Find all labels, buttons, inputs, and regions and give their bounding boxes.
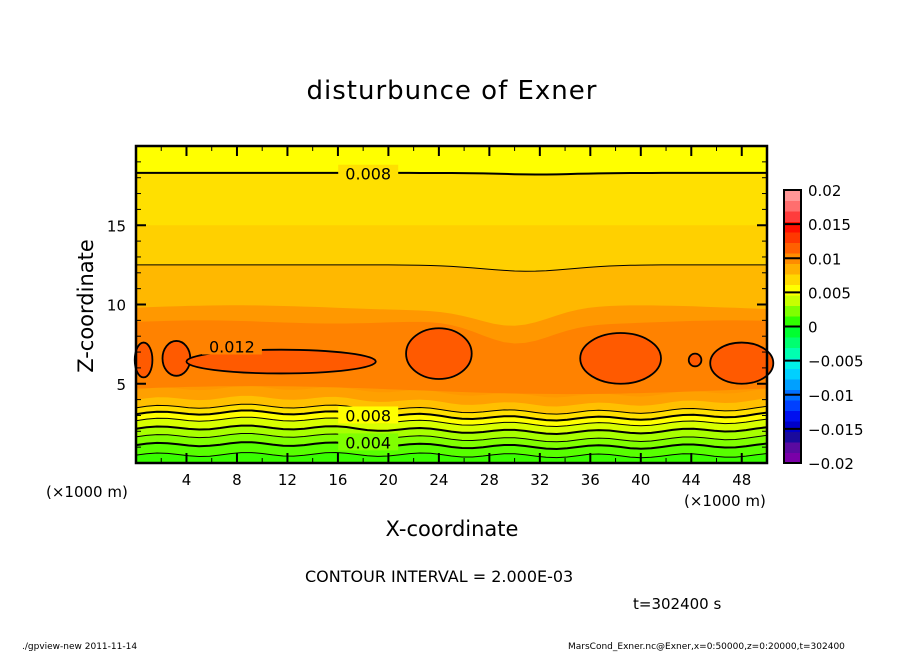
colorbar-swatch: [784, 242, 801, 254]
contour-line: [135, 451, 768, 459]
x-tick-label: 44: [682, 471, 701, 489]
contour-label-bg: [338, 433, 399, 451]
contour-label-bg: [338, 164, 399, 182]
colorbar-tick-label: 0.02: [808, 182, 841, 200]
footer-file-info: MarsCond_Exner.nc@Exner,x=0:50000,z=0:20…: [568, 642, 845, 652]
colorbar-swatch: [784, 295, 801, 306]
x-axis-label: X-coordinate: [385, 517, 519, 541]
y-tick-label: 5: [116, 376, 126, 394]
contour-0.012-region: [687, 352, 703, 368]
contour-interval-label: CONTOUR INTERVAL = 2.000E-03: [305, 567, 574, 586]
colorbar-swatch: [784, 305, 801, 317]
contour-labels: 0.008 0.012 0.008 0.004: [201, 164, 399, 452]
time-label: t=302400 s: [633, 595, 722, 613]
contour-0.012-region: [185, 348, 377, 375]
contour-label: 0.012: [209, 338, 255, 357]
x-axis-ticks: 4 8 12 16 20 24 28 32 36 40 44 48: [160, 146, 751, 489]
x-tick-label: 4: [182, 471, 192, 489]
y-tick-label: 10: [107, 297, 126, 315]
colorbar-swatch: [784, 337, 801, 348]
colorbar-frame: [783, 189, 802, 464]
colorbar-swatch: [784, 347, 801, 359]
colorbar-tick-label: −0.005: [808, 353, 864, 371]
footer-program-date: ./gpview-new 2011-11-14: [22, 642, 138, 652]
colorbar-tick-label: 0.01: [808, 250, 841, 268]
contour-label: 0.008: [345, 165, 391, 184]
contour-line: [135, 424, 768, 436]
contour-line: [136, 264, 767, 272]
contour-0.012-region: [161, 340, 192, 377]
contour-line: [135, 416, 768, 428]
x-tick-label: 40: [631, 471, 650, 489]
colorbar-swatch: [784, 221, 801, 233]
x-tick-label: 20: [379, 471, 398, 489]
x-tick-label: 12: [278, 471, 297, 489]
colorbar-swatch: [784, 358, 801, 369]
contour-line: [135, 403, 768, 415]
x-tick-label: 24: [429, 471, 448, 489]
contour-line: [135, 433, 768, 443]
colorbar-swatch: [784, 368, 801, 380]
contour-label: 0.004: [345, 433, 391, 452]
y-axis-unit: (×1000 m): [46, 483, 128, 501]
contour-band: [136, 452, 767, 463]
colorbar-swatch: [784, 431, 801, 443]
y-tick-label: 15: [107, 217, 126, 235]
colorbar-swatch: [784, 211, 801, 222]
contour-label: 0.008: [345, 406, 391, 425]
contour-0.012-region: [579, 332, 662, 385]
x-tick-label: 32: [530, 471, 549, 489]
colorbar-swatch: [784, 421, 801, 432]
contour-0.012-region: [133, 341, 154, 379]
colorbar-swatch: [784, 274, 801, 285]
colorbar-swatch: [784, 442, 801, 453]
x-tick-label: 36: [581, 471, 600, 489]
y-axis-label: Z-coordinate: [74, 239, 98, 373]
colorbar-swatch: [784, 410, 801, 422]
colorbar-tick-label: 0.005: [808, 284, 851, 302]
colorbar-swatch: [784, 284, 801, 296]
colorbar-tick-label: −0.01: [808, 387, 854, 405]
contour-label-bg: [201, 337, 262, 355]
chart-title: disturbunce of Exner: [306, 76, 598, 106]
colorbar-swatch: [784, 232, 801, 243]
colorbar-tick-label: −0.015: [808, 421, 864, 439]
x-tick-label: 28: [480, 471, 499, 489]
colorbar-swatch: [784, 200, 801, 212]
contour-lines: [133, 171, 775, 459]
colorbar-swatch: [784, 379, 801, 390]
x-tick-label: 8: [232, 471, 242, 489]
x-axis-unit: (×1000 m): [684, 492, 766, 510]
colorbar-tick-label: −0.02: [808, 455, 854, 473]
colorbar-tick-label: 0.015: [808, 216, 851, 234]
colorbar-swatch: [784, 316, 801, 327]
contour-line: [135, 441, 768, 451]
colorbar: 0.02 0.015 0.01 0.005 0 −0.005 −0.01 −0.015 −0.0…: [783, 182, 864, 473]
colorbar-swatch: [784, 400, 801, 411]
x-tick-label: 48: [732, 471, 751, 489]
colorbar-swatch: [784, 326, 801, 338]
contour-line: [135, 409, 768, 422]
contour-0.012-region: [405, 327, 473, 380]
colorbar-tick-label: 0: [808, 319, 818, 337]
colorbar-swatch: [784, 263, 801, 275]
x-tick-label: 16: [328, 471, 347, 489]
contour-line: [136, 171, 767, 176]
y-axis-ticks: 5 10 15: [107, 161, 767, 448]
contour-0.012-region: [709, 341, 775, 385]
colorbar-swatch: [784, 452, 801, 464]
colorbar-swatch: [784, 190, 801, 201]
contour-label-bg: [338, 406, 399, 424]
